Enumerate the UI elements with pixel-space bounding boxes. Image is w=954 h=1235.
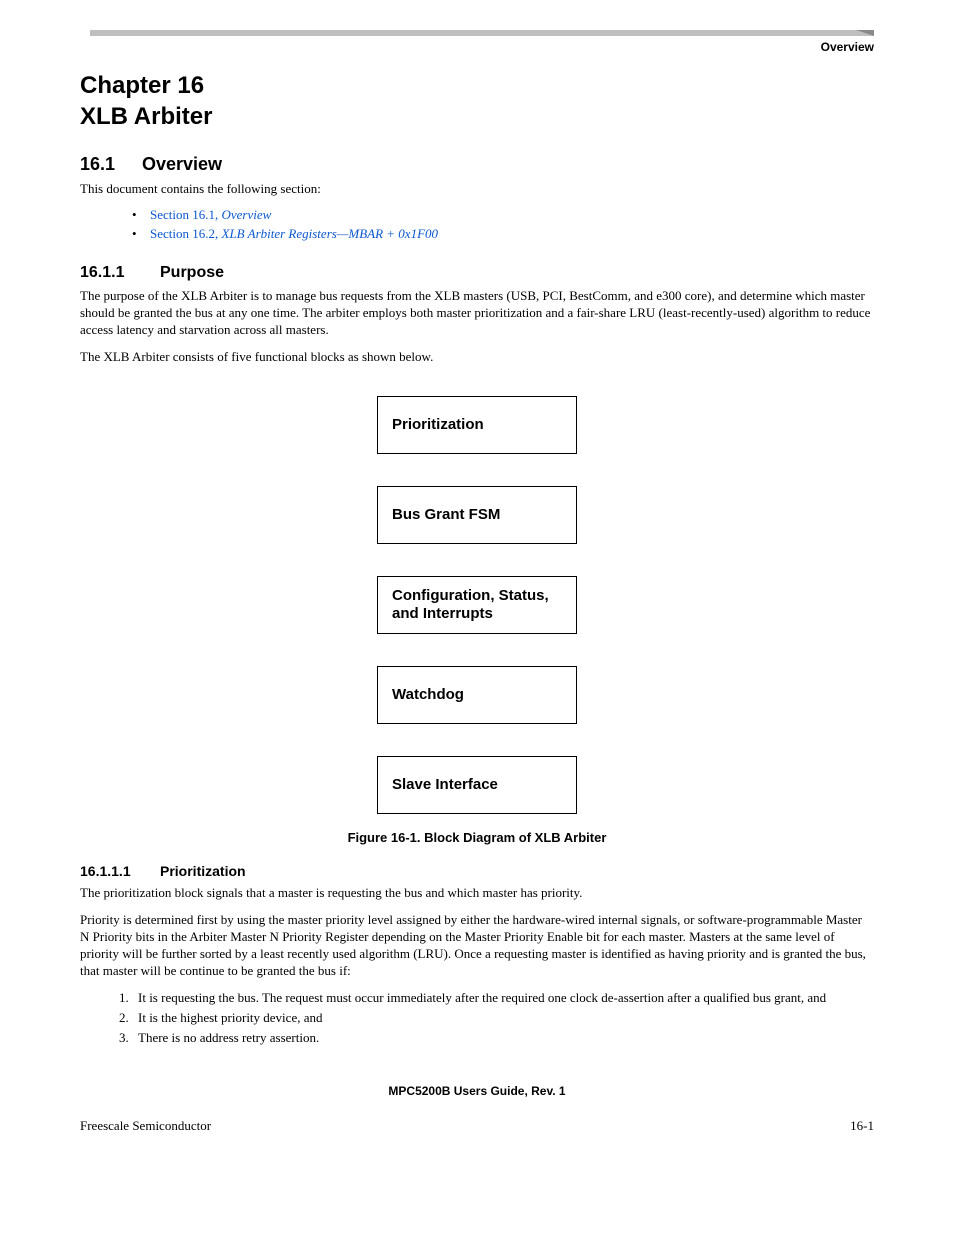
diagram-block-slave-interface: Slave Interface (377, 756, 577, 814)
chapter-title: XLB Arbiter (80, 103, 874, 132)
list-item: It is the highest priority device, and (132, 1010, 874, 1026)
diagram-block-prioritization: Prioritization (377, 396, 577, 454)
list-item: It is requesting the bus. The request mu… (132, 990, 874, 1006)
prioritization-paragraph-2: Priority is determined first by using th… (80, 912, 874, 980)
section-number: 16.1 (80, 154, 142, 175)
toc-item: Section 16.2, XLB Arbiter Registers—MBAR… (132, 226, 874, 242)
xref-link[interactable]: Section 16.2, XLB Arbiter Registers—MBAR… (150, 226, 438, 241)
subsection-title: Purpose (160, 264, 224, 281)
xref-title: XLB Arbiter Registers—MBAR + 0x1F00 (222, 226, 439, 241)
header-rule (90, 30, 874, 36)
overview-toc-list: Section 16.1, Overview Section 16.2, XLB… (132, 207, 874, 242)
section-title: Overview (142, 154, 222, 174)
subsection-number: 16.1.1 (80, 264, 160, 282)
section-prioritization-heading: 16.1.1.1Prioritization (80, 863, 874, 879)
xref-link[interactable]: Section 16.1, Overview (150, 207, 271, 222)
prioritization-paragraph-1: The prioritization block signals that a … (80, 885, 874, 902)
purpose-paragraph-1: The purpose of the XLB Arbiter is to man… (80, 288, 874, 339)
xref-prefix: Section 16.2, (150, 226, 222, 241)
subsubsection-number: 16.1.1.1 (80, 863, 160, 879)
xref-prefix: Section 16.1, (150, 207, 222, 222)
chapter-number: Chapter 16 (80, 72, 874, 101)
diagram-block-config-status-interrupts: Configuration, Status, and Interrupts (377, 576, 577, 634)
subsubsection-title: Prioritization (160, 863, 246, 879)
section-purpose-heading: 16.1.1Purpose (80, 264, 874, 282)
footer-page-number: 16-1 (850, 1118, 874, 1134)
footer-left: Freescale Semiconductor (80, 1118, 211, 1134)
prioritization-conditions-list: It is requesting the bus. The request mu… (132, 990, 874, 1046)
section-overview-heading: 16.1Overview (80, 154, 874, 175)
toc-item: Section 16.1, Overview (132, 207, 874, 223)
running-header: Overview (80, 40, 874, 54)
diagram-block-bus-grant-fsm: Bus Grant FSM (377, 486, 577, 544)
block-diagram: Prioritization Bus Grant FSM Configurati… (80, 396, 874, 814)
footer-doc-title: MPC5200B Users Guide, Rev. 1 (80, 1084, 874, 1098)
figure-caption: Figure 16-1. Block Diagram of XLB Arbite… (80, 830, 874, 845)
list-item: There is no address retry assertion. (132, 1030, 874, 1046)
diagram-block-watchdog: Watchdog (377, 666, 577, 724)
xref-title: Overview (222, 207, 272, 222)
overview-intro: This document contains the following sec… (80, 181, 874, 198)
purpose-paragraph-2: The XLB Arbiter consists of five functio… (80, 349, 874, 366)
